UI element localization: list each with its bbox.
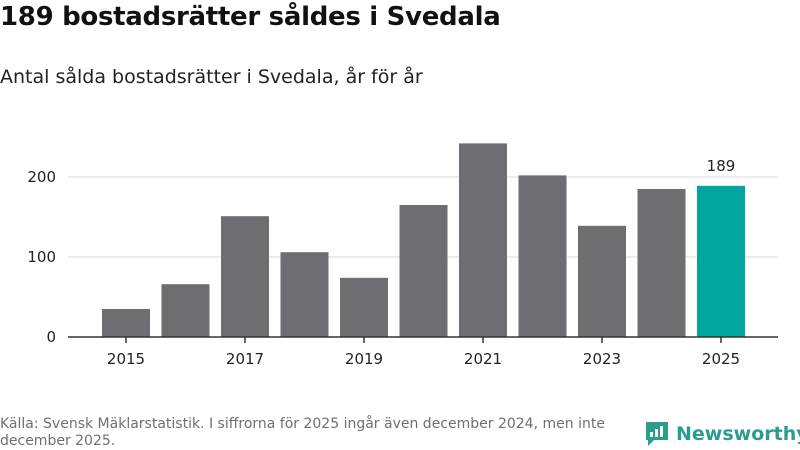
chart-subtitle: Antal sålda bostadsrätter i Svedala, år … (0, 66, 423, 88)
chart-title: 189 bostadsrätter såldes i Svedala (0, 2, 501, 32)
bar (518, 175, 567, 337)
x-tick-label: 2017 (226, 350, 264, 368)
x-tick-label: 2023 (583, 350, 621, 368)
x-tick-label: 2021 (464, 350, 502, 368)
newsworthy-logo-text: Newsworthy (676, 423, 800, 445)
x-tick-label: 2019 (345, 350, 383, 368)
x-tick-label: 2025 (702, 350, 740, 368)
bar (459, 143, 507, 337)
bar-chart: 0 100 200 189 2015 2017 2019 2021 2023 2025 (27, 143, 778, 368)
bar (399, 205, 448, 337)
bar (221, 216, 269, 337)
bar (578, 225, 626, 337)
y-tick-label: 200 (27, 168, 56, 186)
bar (161, 284, 210, 337)
x-tick-label: 2015 (107, 350, 145, 368)
source-note: Källa: Svensk Mäklarstatistik. I siffror… (0, 416, 605, 449)
bar (102, 309, 150, 337)
data-label: 189 (707, 157, 736, 175)
y-tick-label: 100 (27, 248, 56, 266)
newsworthy-logo-icon (646, 422, 668, 446)
y-tick-label: 0 (46, 328, 56, 346)
bar (637, 189, 686, 337)
bar-highlight (697, 185, 745, 337)
newsworthy-logo: Newsworthy (644, 420, 800, 448)
bar (280, 252, 329, 337)
bar (340, 277, 388, 337)
